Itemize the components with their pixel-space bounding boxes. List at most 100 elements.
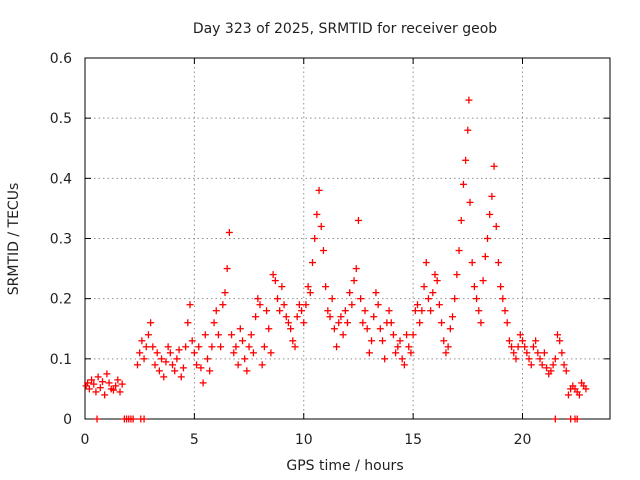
data-point bbox=[562, 367, 570, 375]
data-point bbox=[162, 358, 170, 366]
y-axis-label: SRMTID / TECUs bbox=[6, 183, 22, 296]
data-point bbox=[228, 331, 236, 339]
data-point bbox=[175, 346, 183, 354]
data-point bbox=[258, 361, 266, 369]
data-point bbox=[416, 319, 424, 327]
data-point bbox=[88, 376, 96, 384]
data-point bbox=[328, 295, 336, 303]
data-point bbox=[252, 313, 260, 321]
data-point bbox=[344, 319, 351, 327]
x-axis-tick-label: 20 bbox=[514, 432, 532, 448]
data-point bbox=[407, 349, 415, 357]
data-point bbox=[398, 355, 406, 363]
data-point bbox=[147, 319, 155, 327]
data-point bbox=[575, 391, 583, 399]
data-point bbox=[418, 307, 426, 315]
data-point bbox=[160, 373, 168, 381]
data-point bbox=[385, 307, 393, 315]
data-point bbox=[278, 283, 286, 291]
data-point bbox=[195, 343, 203, 351]
data-point bbox=[582, 385, 590, 393]
data-point bbox=[182, 343, 190, 351]
data-point bbox=[164, 343, 172, 351]
y-axis-tick-label: 0.6 bbox=[50, 51, 72, 67]
data-point bbox=[470, 283, 478, 291]
data-point bbox=[263, 307, 271, 315]
data-point bbox=[298, 307, 306, 315]
data-point bbox=[414, 301, 421, 309]
data-point bbox=[370, 313, 378, 321]
data-point bbox=[300, 319, 308, 327]
data-point bbox=[538, 361, 546, 369]
data-point bbox=[459, 180, 467, 188]
data-point bbox=[481, 253, 489, 261]
data-point bbox=[379, 337, 386, 345]
y-axis-tick-label: 0 bbox=[63, 412, 72, 428]
data-point bbox=[326, 313, 334, 321]
data-point bbox=[173, 355, 181, 363]
data-point bbox=[136, 349, 144, 357]
data-point bbox=[304, 283, 312, 291]
data-point bbox=[435, 301, 443, 309]
data-point bbox=[556, 337, 564, 345]
data-point bbox=[337, 313, 345, 321]
data-point bbox=[573, 415, 581, 423]
data-point bbox=[497, 283, 505, 291]
x-axis-label: GPS time / hours bbox=[286, 458, 403, 474]
data-point bbox=[289, 337, 297, 345]
data-point bbox=[96, 384, 104, 392]
data-point bbox=[284, 319, 292, 327]
data-point bbox=[105, 379, 113, 387]
data-points bbox=[82, 96, 590, 423]
data-point bbox=[468, 259, 476, 267]
data-point bbox=[465, 96, 473, 104]
data-point bbox=[201, 331, 209, 339]
data-point bbox=[179, 364, 187, 372]
data-point bbox=[219, 301, 227, 309]
data-point bbox=[313, 210, 321, 218]
data-point bbox=[82, 382, 90, 390]
data-point bbox=[291, 343, 299, 351]
data-point bbox=[269, 271, 277, 279]
data-point bbox=[315, 186, 323, 194]
data-point bbox=[547, 367, 555, 375]
data-point bbox=[241, 355, 249, 363]
data-point bbox=[475, 307, 483, 315]
data-point bbox=[453, 271, 461, 279]
data-point bbox=[295, 301, 303, 309]
data-point bbox=[260, 343, 268, 351]
data-point bbox=[199, 379, 207, 387]
data-point bbox=[94, 373, 102, 381]
data-point bbox=[188, 337, 196, 345]
data-point bbox=[564, 391, 572, 399]
data-point bbox=[225, 228, 233, 236]
data-point bbox=[365, 349, 373, 357]
data-point bbox=[442, 349, 450, 357]
data-point bbox=[234, 361, 242, 369]
data-point bbox=[551, 355, 559, 363]
data-point bbox=[429, 289, 437, 297]
data-point bbox=[214, 331, 222, 339]
data-point bbox=[177, 373, 185, 381]
data-point bbox=[346, 289, 354, 297]
data-point bbox=[411, 307, 419, 315]
data-point bbox=[444, 343, 452, 351]
data-point bbox=[84, 379, 92, 387]
data-point bbox=[322, 283, 330, 291]
data-point bbox=[357, 295, 365, 303]
data-point bbox=[274, 295, 281, 303]
data-point bbox=[376, 325, 384, 333]
data-point bbox=[282, 313, 290, 321]
data-point bbox=[431, 271, 439, 279]
data-point bbox=[101, 391, 109, 399]
data-point bbox=[190, 349, 198, 357]
data-point bbox=[396, 337, 404, 345]
data-point bbox=[243, 367, 251, 375]
data-point bbox=[140, 415, 148, 423]
y-axis-tick-label: 0.5 bbox=[50, 111, 72, 127]
data-point bbox=[184, 319, 192, 327]
data-point bbox=[488, 192, 496, 200]
data-point bbox=[330, 325, 338, 333]
